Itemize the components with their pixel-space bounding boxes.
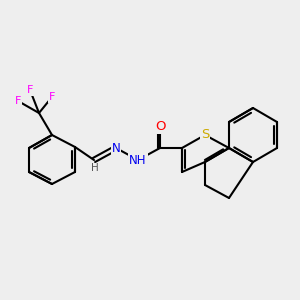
Text: F: F	[15, 96, 21, 106]
Text: F: F	[49, 92, 55, 102]
Text: O: O	[155, 119, 165, 133]
Text: S: S	[201, 128, 209, 142]
Text: N: N	[112, 142, 120, 154]
Text: F: F	[27, 85, 33, 95]
Text: NH: NH	[129, 154, 147, 166]
Text: H: H	[91, 163, 99, 173]
